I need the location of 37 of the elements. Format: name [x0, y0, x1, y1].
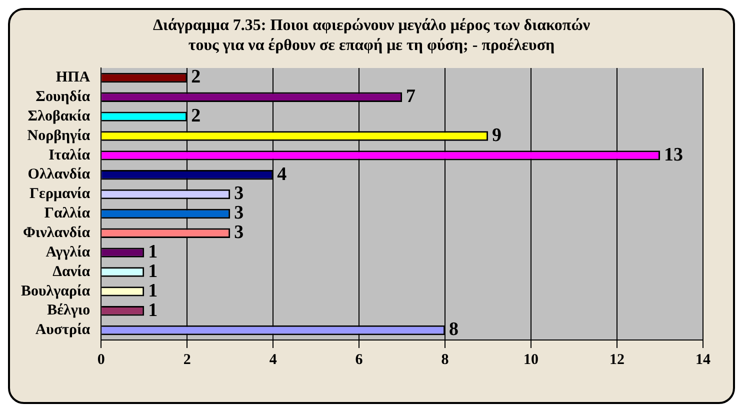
- data-label: 1: [148, 260, 158, 282]
- y-tick-label: Σλοβακία: [28, 108, 91, 124]
- x-tick-label: 10: [524, 352, 539, 368]
- y-tick-label: Σουηδία: [36, 89, 91, 106]
- x-tick-label: 6: [355, 352, 364, 368]
- y-tick-label: Αγγλία: [46, 244, 91, 260]
- x-tick-label: 12: [610, 352, 625, 368]
- x-tick-label: 0: [97, 352, 105, 368]
- y-tick-label: Δανία: [52, 264, 91, 280]
- data-label: 1: [148, 280, 158, 302]
- y-tick-label: Αυστρία: [35, 322, 91, 338]
- x-tick-label: 8: [441, 352, 449, 368]
- data-label: 1: [148, 300, 158, 321]
- data-label: 7: [406, 86, 416, 108]
- y-tick-label: Γερμανία: [30, 186, 91, 202]
- data-label: 3: [234, 222, 244, 244]
- y-tick-label: Γαλλία: [44, 206, 91, 222]
- data-label: 3: [234, 202, 244, 224]
- y-tick-label: ΗΠΑ: [56, 70, 90, 86]
- x-tick-label: 4: [269, 352, 278, 368]
- y-tick-label: Ιταλία: [48, 147, 91, 164]
- x-tick-label: 14: [696, 352, 711, 368]
- chart-title: Διάγραμμα 7.35: Ποιοι αφιερώνουν μεγάλο μέρος των διακοπών τους για να έρθουν σε επαφή με τη φύση; - προέλευση: [152, 16, 592, 56]
- data-label: 9: [492, 124, 502, 146]
- data-label: 13: [664, 144, 684, 166]
- data-label: 2: [191, 105, 201, 126]
- y-tick-label: Φινλανδία: [23, 225, 91, 242]
- y-tick-label: Νορβηγία: [27, 128, 91, 144]
- data-label: 2: [191, 66, 201, 88]
- data-label: 4: [277, 164, 288, 185]
- data-label: 8: [449, 319, 459, 340]
- x-tick-label: 2: [183, 352, 191, 368]
- y-tick-label: Βουλγαρία: [20, 283, 91, 300]
- data-label: 1: [148, 241, 158, 262]
- data-label: 3: [234, 183, 244, 204]
- y-tick-label: Βέλγιο: [47, 302, 90, 319]
- y-tick-label: Ολλανδία: [28, 166, 91, 183]
